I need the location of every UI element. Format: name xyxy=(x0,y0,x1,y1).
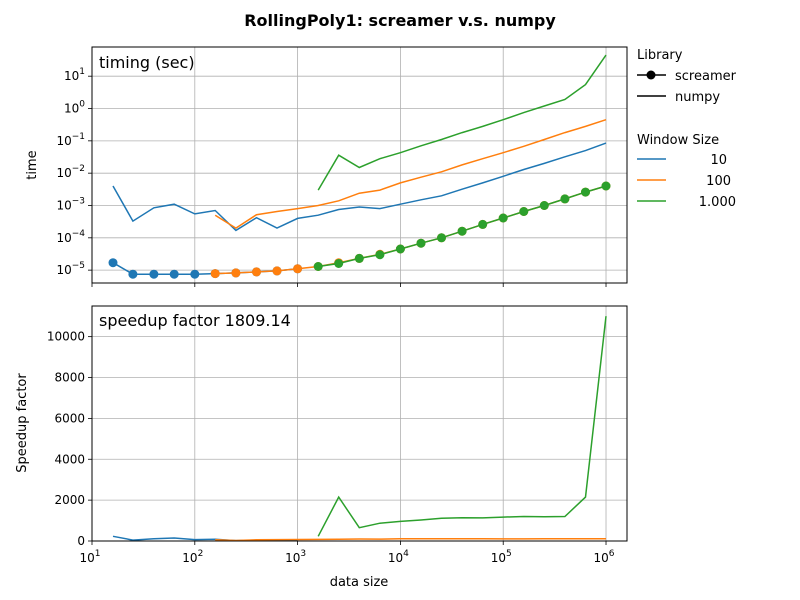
timing-line-screamer-window-10 xyxy=(112,262,298,275)
legend-window-title: Window Size xyxy=(637,133,719,148)
speedup-y-tick-label: 4000 xyxy=(54,452,85,466)
timing-point-screamer-window-1000 xyxy=(395,244,405,254)
x-tick-label: 101 xyxy=(79,549,100,565)
chart-title: RollingPoly1: screamer v.s. numpy xyxy=(244,11,556,30)
timing-point-screamer-window-100 xyxy=(231,268,241,278)
speedup-y-tick-label: 2000 xyxy=(54,493,85,507)
speedup-y-tick-label: 6000 xyxy=(54,411,85,425)
timing-line-numpy-window-1000 xyxy=(317,54,607,191)
timing-gridlines xyxy=(91,47,627,283)
timing-point-screamer-window-100 xyxy=(252,267,261,277)
x-tick-label: 104 xyxy=(388,549,409,565)
x-axis-label: data size xyxy=(330,575,389,590)
timing-point-screamer-window-1000 xyxy=(519,207,529,216)
timing-point-screamer-window-1000 xyxy=(437,233,446,243)
timing-y-tick-label: 101 xyxy=(64,67,85,83)
timing-point-screamer-window-10 xyxy=(149,269,159,279)
x-tick-label: 106 xyxy=(594,549,615,565)
timing-point-screamer-window-100 xyxy=(293,264,303,274)
timing-point-screamer-window-10 xyxy=(128,269,138,279)
timing-point-screamer-window-1000 xyxy=(354,253,364,263)
speedup-line-window-1000 xyxy=(317,316,607,537)
timing-point-screamer-window-1000 xyxy=(498,213,508,223)
legend-window-100-label: 100 xyxy=(706,174,731,189)
timing-point-screamer-window-1000 xyxy=(601,181,611,191)
speedup-series xyxy=(112,316,607,542)
timing-y-tick-label: 10−4 xyxy=(56,229,85,245)
timing-panel-text: timing (sec) xyxy=(99,53,195,72)
timing-line-screamer-window-100 xyxy=(215,185,607,275)
timing-point-screamer-window-100 xyxy=(272,266,282,276)
timing-point-screamer-window-1000 xyxy=(313,262,323,271)
timing-point-screamer-window-1000 xyxy=(539,201,549,210)
legend-window-1000-label: 1.000 xyxy=(699,195,736,210)
x-tick-label: 102 xyxy=(182,549,203,565)
timing-y-tick-label: 10−1 xyxy=(56,132,85,148)
timing-point-screamer-window-1000 xyxy=(457,226,467,236)
legend-numpy-label: numpy xyxy=(675,90,720,105)
timing-point-screamer-window-1000 xyxy=(334,259,344,268)
timing-point-screamer-window-10 xyxy=(190,269,200,279)
speedup-line-window-100 xyxy=(215,537,607,542)
timing-y-tick-label: 10−3 xyxy=(56,196,85,212)
x-tick-label: 103 xyxy=(285,549,306,565)
timing-point-screamer-window-100 xyxy=(210,269,220,279)
timing-y-ticks: 10−5 10−4 10−3 10−2 10−1 100 101 xyxy=(56,67,607,287)
timing-point-screamer-window-10 xyxy=(108,258,118,268)
speedup-y-tick-label: 10000 xyxy=(47,330,85,344)
x-tick-label: 105 xyxy=(491,549,512,565)
legend-screamer-label: screamer xyxy=(675,69,737,84)
timing-y-tick-label: 10−2 xyxy=(56,164,85,180)
timing-point-screamer-window-1000 xyxy=(560,194,570,204)
legend-screamer-marker xyxy=(646,70,656,80)
timing-point-screamer-window-10 xyxy=(169,269,179,279)
speedup-gridlines xyxy=(91,306,627,542)
speedup-y-tick-label: 8000 xyxy=(54,371,85,385)
speedup-axes-frame xyxy=(91,305,628,542)
timing-point-screamer-window-1000 xyxy=(478,219,488,229)
speedup-y-ticks: 0 2000 4000 6000 8000 10000 xyxy=(47,330,92,548)
timing-line-numpy-window-10 xyxy=(112,142,607,232)
timing-line-numpy-window-100 xyxy=(214,118,607,229)
speedup-x-ticks: 101 102 103 104 105 106 xyxy=(79,541,615,565)
timing-point-screamer-window-1000 xyxy=(375,250,385,260)
legend-window-10-label: 10 xyxy=(710,153,727,168)
legend: Library screamer numpy Window Size 10 10… xyxy=(637,48,737,210)
timing-series xyxy=(108,54,611,279)
timing-point-screamer-window-1000 xyxy=(581,187,590,197)
timing-y-axis-label: time xyxy=(25,150,40,179)
timing-y-tick-label: 100 xyxy=(64,100,85,116)
timing-y-tick-label: 10−5 xyxy=(56,261,85,277)
timing-axes-frame xyxy=(91,46,628,284)
timing-point-screamer-window-1000 xyxy=(416,238,426,248)
speedup-y-tick-label: 0 xyxy=(77,534,85,548)
speedup-y-axis-label: Speedup factor xyxy=(15,373,30,473)
speedup-panel-text: speedup factor 1809.14 xyxy=(99,311,291,330)
legend-library-title: Library xyxy=(637,48,683,63)
